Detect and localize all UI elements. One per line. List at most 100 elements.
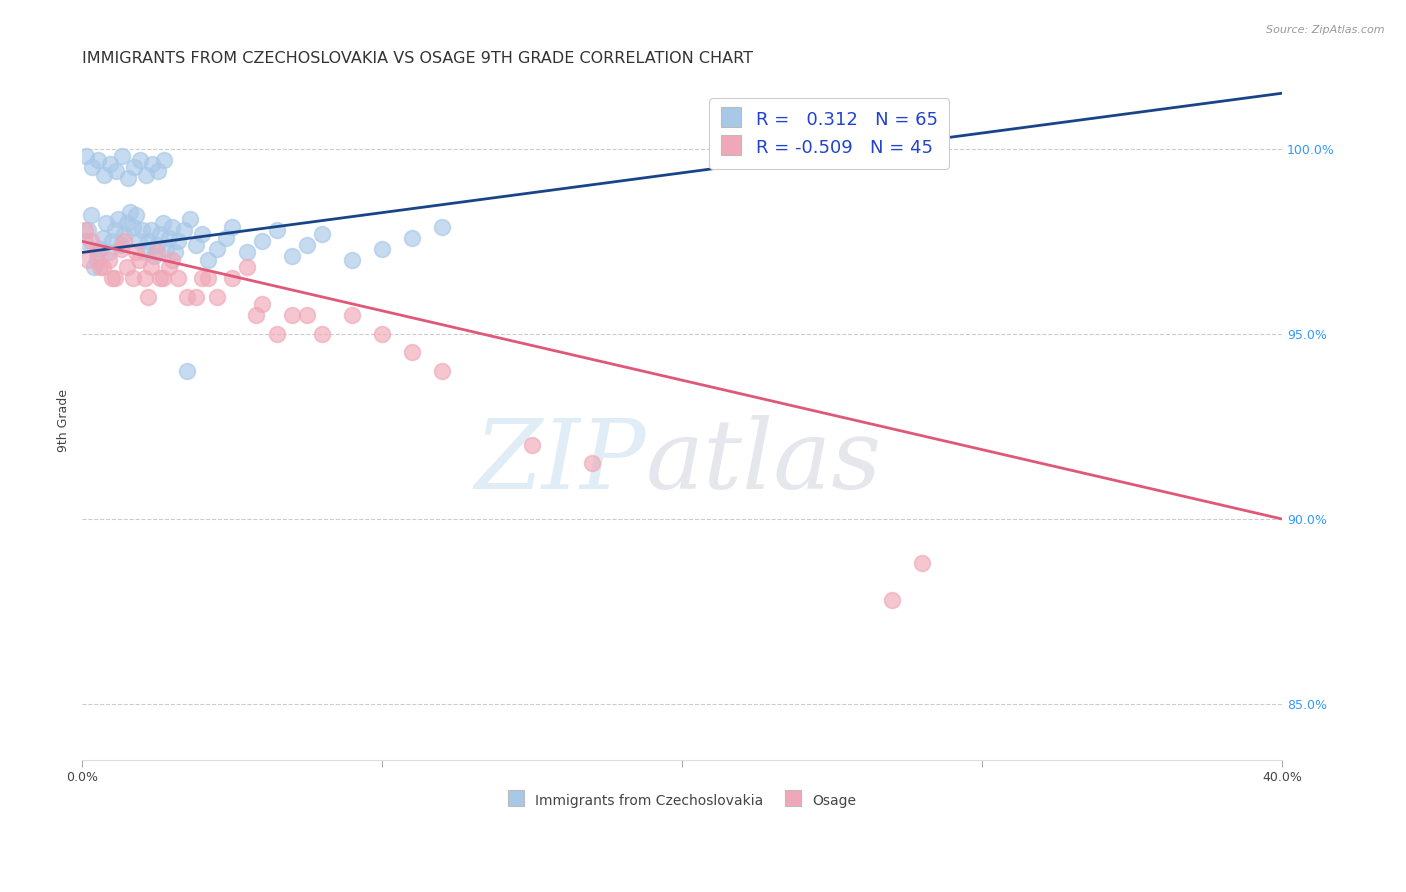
Point [118,204,141,219]
Point [281,309,304,323]
Point [184,290,207,304]
Point [266,326,288,341]
Point [149,271,172,285]
Point [117,171,139,186]
Point [136,235,159,249]
Point [105,164,128,178]
Text: ZIP: ZIP [475,415,645,508]
Point [80,235,103,249]
Point [98,245,121,260]
Point [101,271,124,285]
Text: Source: ZipAtlas.com: Source: ZipAtlas.com [1267,25,1385,35]
Point [93,168,115,182]
Point [86,245,108,260]
Point [215,230,238,244]
Point [371,326,394,341]
Point [281,249,304,263]
Point [125,245,148,260]
Point [80,208,103,222]
Point [245,309,267,323]
Point [520,438,543,452]
Point [176,290,198,304]
Point [73,235,96,249]
Point [191,271,214,285]
Point [135,168,157,182]
Point [371,242,394,256]
Point [146,245,169,260]
Point [131,223,153,237]
Point [104,223,127,237]
Point [124,161,146,175]
Point [101,235,124,249]
Point [880,593,903,607]
Point [167,271,190,285]
Text: atlas: atlas [645,415,882,508]
Point [91,230,114,244]
Point [115,216,138,230]
Legend: Immigrants from Czechoslovakia, Osage: Immigrants from Czechoslovakia, Osage [502,787,862,814]
Point [311,227,333,241]
Point [107,212,129,227]
Point [152,216,174,230]
Point [250,235,273,249]
Point [87,153,110,167]
Point [340,309,363,323]
Point [581,457,603,471]
Point [110,242,132,256]
Point [205,242,228,256]
Point [129,153,152,167]
Point [911,557,934,571]
Point [160,219,183,234]
Point [250,297,273,311]
Point [77,223,100,237]
Point [197,252,219,267]
Point [340,252,363,267]
Point [148,164,170,178]
Point [152,271,174,285]
Point [205,290,228,304]
Point [128,235,150,249]
Point [115,260,138,275]
Point [141,156,163,170]
Text: IMMIGRANTS FROM CZECHOSLOVAKIA VS OSAGE 9TH GRADE CORRELATION CHART: IMMIGRANTS FROM CZECHOSLOVAKIA VS OSAGE … [82,51,754,66]
Point [401,345,423,359]
Point [112,235,135,249]
Point [197,271,219,285]
Point [184,238,207,252]
Point [91,260,114,275]
Point [236,260,259,275]
Point [146,238,169,252]
Point [139,260,162,275]
Point [94,216,117,230]
Point [134,271,156,285]
Point [125,208,148,222]
Point [153,153,176,167]
Point [143,249,166,263]
Point [221,219,243,234]
Point [111,149,134,163]
Point [191,227,214,241]
Point [98,252,121,267]
Point [82,161,104,175]
Point [100,156,122,170]
Point [179,212,201,227]
Point [311,326,333,341]
Point [104,271,127,285]
Point [89,242,111,256]
Point [401,230,423,244]
Point [236,245,259,260]
Point [155,242,177,256]
Point [295,238,318,252]
Point [149,227,172,241]
Point [77,252,100,267]
Point [221,271,243,285]
Point [157,230,180,244]
Point [176,364,198,378]
Point [134,245,156,260]
Point [295,309,318,323]
Point [163,245,186,260]
Y-axis label: 9th Grade: 9th Grade [58,390,70,452]
Point [76,149,98,163]
Point [86,252,108,267]
Point [266,223,288,237]
